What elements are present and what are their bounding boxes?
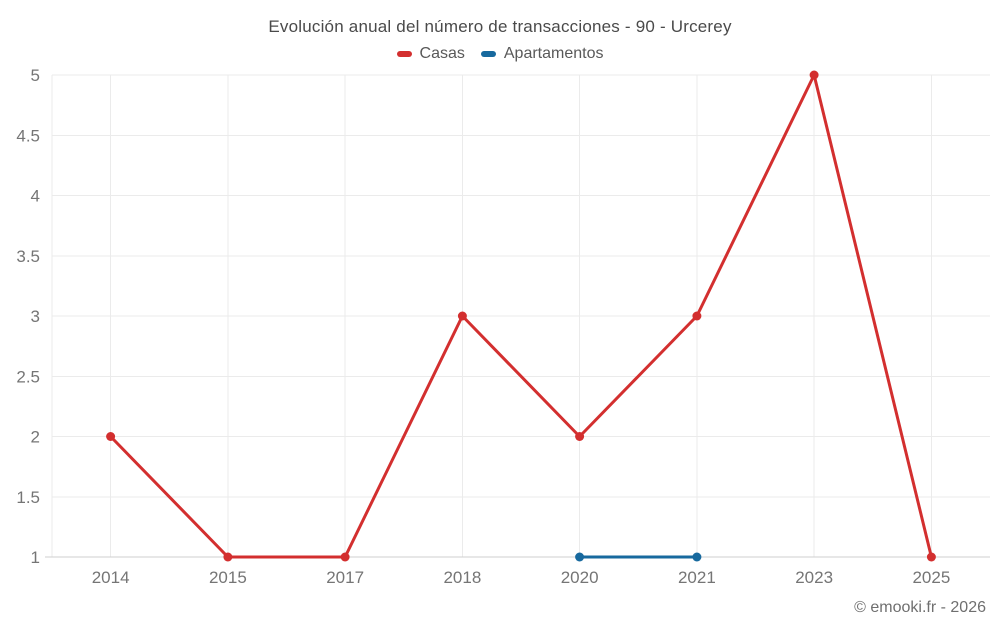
data-point-casas-2020[interactable] [575,432,585,441]
data-point-casas-2018[interactable] [457,311,467,321]
y-tick-label: 5 [31,66,40,85]
chart-legend: Casas Apartamentos [0,46,1000,62]
x-tick-label: 2014 [92,568,130,587]
x-tick-label: 2021 [678,568,716,587]
x-tick-label: 2015 [209,568,247,587]
x-tick-label: 2020 [561,568,599,587]
data-point-casas-2017[interactable] [340,552,350,562]
copyright-credit: © emooki.fr - 2026 [854,599,986,616]
series-line-casas [109,73,933,559]
y-tick-label: 4 [31,187,40,206]
y-tick-label: 1.5 [16,488,40,507]
y-tick-label: 1 [31,548,40,567]
y-tick-label: 2 [31,428,40,447]
x-tick-label: 2018 [443,568,481,587]
x-tick-label: 2025 [912,568,950,587]
y-tick-label: 3 [31,307,40,326]
chart-title: Evolución anual del número de transaccio… [268,17,732,36]
data-point-casas-2015[interactable] [223,552,233,562]
data-point-casas-2023[interactable] [809,70,819,80]
legend-label: Apartamentos [503,45,604,62]
data-point-casas-2021[interactable] [692,311,702,321]
y-tick-label: 2.5 [16,367,40,386]
legend-item-apartamentos[interactable]: Apartamentos [480,45,604,62]
data-point-apartamentos-2020[interactable] [575,552,585,562]
legend-swatch-icon [480,51,496,57]
y-tick-label: 4.5 [16,126,40,145]
y-tick-label: 3.5 [16,247,40,266]
legend-swatch-icon [396,51,412,57]
data-point-casas-2025[interactable] [926,552,936,562]
legend-label: Casas [419,45,465,62]
data-point-casas-2014[interactable] [106,432,116,441]
legend-item-casas[interactable]: Casas [396,45,465,62]
data-point-apartamentos-2021[interactable] [692,552,702,562]
x-tick-label: 2017 [326,568,364,587]
x-tick-label: 2023 [795,568,833,587]
